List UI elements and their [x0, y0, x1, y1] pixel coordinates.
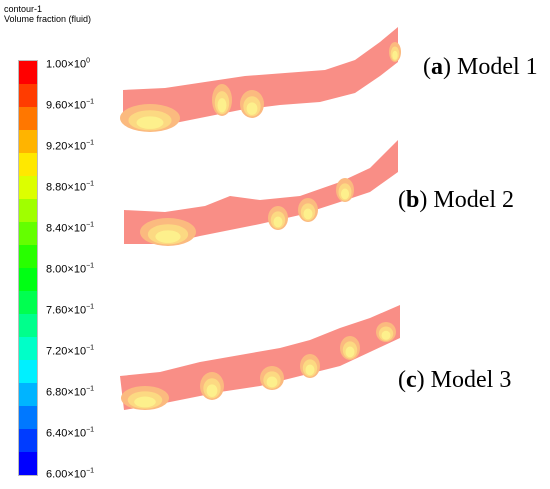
model-label-2: (b) Model 2: [398, 187, 515, 213]
legend-tick-label: 1.00×100: [46, 57, 90, 71]
legend-swatch: [19, 61, 37, 84]
legend-tick-label: 8.40×10−1: [46, 221, 95, 235]
contour-subtitle: Volume fraction (fluid): [4, 14, 92, 24]
legend-tick-label: 8.80×10−1: [46, 180, 95, 194]
legend-tick-label: 9.60×10−1: [46, 98, 95, 112]
contour-patch: [134, 396, 156, 408]
contour-patch: [266, 376, 278, 388]
contour-patch: [155, 230, 181, 243]
legend-swatch: [19, 176, 37, 199]
legend-swatch: [19, 222, 37, 245]
contour-patch: [345, 346, 355, 358]
legend-tick-label: 7.60×10−1: [46, 303, 95, 317]
legend-tick-label: 6.40×10−1: [46, 426, 95, 440]
legend-tick-label: 7.20×10−1: [46, 344, 95, 358]
colormap-legend-bar: [18, 60, 38, 476]
legend-swatch: [19, 314, 37, 337]
contour-patch: [340, 188, 350, 200]
contour-patch: [392, 50, 398, 60]
flow-band-model-2: [124, 140, 398, 244]
model-label-1: (a) Model 1: [423, 54, 538, 80]
contour-patch: [273, 216, 283, 228]
legend-swatch: [19, 429, 37, 452]
legend-swatch: [19, 406, 37, 429]
contour-patch: [381, 330, 391, 340]
contour-patch: [136, 116, 164, 129]
flow-band-model-3: [120, 305, 400, 410]
contour-title: contour-1: [4, 4, 43, 14]
contour-patch: [217, 98, 227, 113]
contour-patch: [305, 364, 315, 376]
legend-swatch: [19, 268, 37, 291]
legend-swatch: [19, 199, 37, 222]
model-label-3: (c) Model 3: [398, 367, 512, 393]
contour-patch: [246, 102, 258, 115]
legend-swatch: [19, 337, 37, 360]
legend-swatch: [19, 383, 37, 406]
contour-patch: [206, 384, 218, 397]
legend-swatch: [19, 153, 37, 176]
legend-tick-label: 8.00×10−1: [46, 262, 95, 276]
legend-swatch: [19, 360, 37, 383]
legend-swatch: [19, 107, 37, 130]
legend-tick-label: 9.20×10−1: [46, 139, 95, 153]
legend-swatch: [19, 291, 37, 314]
contour-patch: [303, 208, 313, 220]
flow-band-model-1: [123, 27, 398, 126]
legend-tick-label: 6.00×10−1: [46, 467, 95, 481]
legend-swatch: [19, 452, 37, 475]
legend-swatch: [19, 245, 37, 268]
legend-swatch: [19, 84, 37, 107]
legend-tick-label: 6.80×10−1: [46, 385, 95, 399]
legend-swatch: [19, 130, 37, 153]
